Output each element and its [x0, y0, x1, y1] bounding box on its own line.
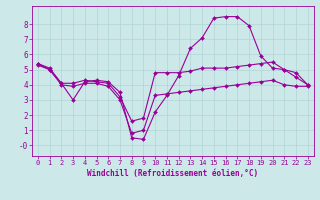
X-axis label: Windchill (Refroidissement éolien,°C): Windchill (Refroidissement éolien,°C): [87, 169, 258, 178]
